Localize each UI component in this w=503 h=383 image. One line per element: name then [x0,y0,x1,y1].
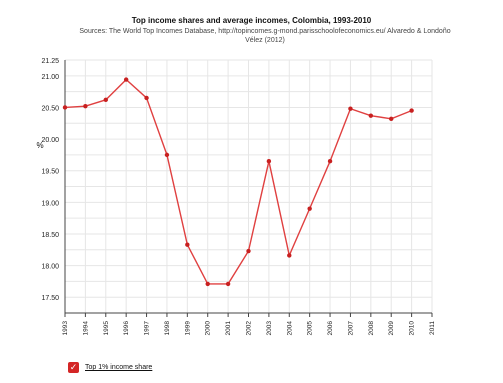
data-point [266,159,272,164]
gridlines [64,59,433,313]
chart-title: Top income shares and average incomes, C… [131,16,372,25]
x-tick-label: 1996 [123,321,130,336]
data-point [368,113,374,118]
x-tick-label: 2006 [327,321,334,336]
legend[interactable]: ✓ Top 1% income share [68,362,152,373]
y-tick-label: 21.25 [41,58,59,65]
x-tick-label: 1994 [82,321,89,336]
y-tick-label: 19.50 [41,169,59,176]
y-tick-labels: 17.50 18.00 18.50 19.00 19.50 20.00 20.50 21.00… [41,58,59,302]
legend-label[interactable]: Top 1% income share [85,364,153,371]
data-point [83,103,88,109]
data-point [205,281,210,287]
data-point [144,95,149,101]
data-point [164,152,170,158]
legend-checkbox[interactable]: ✓ [68,362,79,373]
y-tick-label: 19.00 [41,200,59,207]
y-axis-label: % [36,141,43,150]
x-tick-label: 2000 [205,321,212,336]
data-point [307,206,312,211]
x-tick-label: 1998 [164,321,171,336]
x-tick-label: 2004 [286,321,293,336]
data-point [287,253,292,258]
x-tick-label: 2010 [409,321,416,336]
y-tick-label: 18.50 [41,232,59,239]
x-tick-label: 1995 [103,321,110,336]
series-line [64,78,412,285]
series-layer [62,77,414,287]
x-tick-label: 2008 [368,321,375,336]
data-point [409,108,414,113]
data-point [62,105,68,110]
data-point [389,116,394,122]
x-tick-label: 1997 [144,321,151,336]
x-tick-labels: 1993 1994 1995 1996 1997 1998 1999 2000 2001 2002… [62,321,436,336]
data-point [348,106,353,111]
data-point [327,159,333,164]
data-point [103,97,108,103]
data-point [246,248,251,254]
x-tick-label: 2011 [429,321,436,335]
x-tick-label: 2002 [246,321,253,336]
data-point [123,77,129,82]
y-tick-label: 20.50 [41,105,59,112]
y-tick-label: 17.50 [41,295,59,302]
x-tick-label: 2003 [266,321,273,336]
x-tick-label: 1999 [184,321,191,336]
y-tick-label: 18.00 [41,264,59,271]
data-point [225,281,231,287]
y-tick-label: 21.00 [41,74,59,81]
data-point [185,242,190,247]
axes [64,60,433,317]
x-tick-label: 2001 [225,321,232,336]
x-tick-label: 2005 [307,321,314,336]
x-tick-label: 2009 [388,321,395,336]
x-tick-label: 2007 [347,321,354,336]
y-tick-label: 20.00 [41,137,59,144]
x-tick-label: 1993 [62,321,69,336]
chart-subtitle: Sources: The World Top Incomes Database,… [79,28,451,44]
